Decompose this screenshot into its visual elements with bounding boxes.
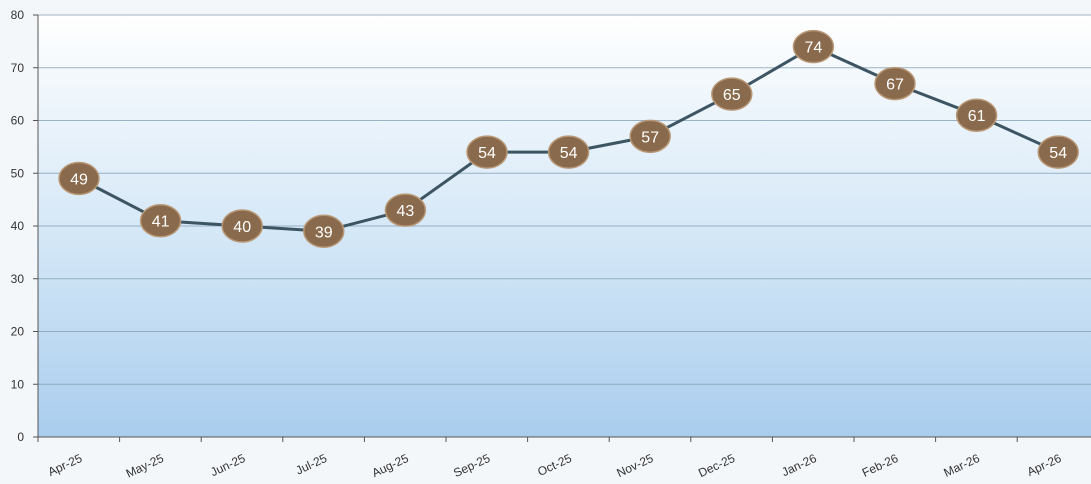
data-point-marker xyxy=(466,135,508,169)
data-label: 54 xyxy=(478,145,496,162)
data-label: 74 xyxy=(805,40,823,57)
x-tick-label: Aug-25 xyxy=(370,451,411,480)
x-tick-label: May-25 xyxy=(124,451,166,481)
x-tick-labels: Apr-25 May-25 Jun-25 Jul-25 Aug-25 Sep-25 Oct-… xyxy=(46,451,1064,481)
x-tick-label: Apr-26 xyxy=(1025,451,1064,479)
data-point-marker xyxy=(384,193,427,227)
data-label: 57 xyxy=(641,129,659,146)
y-tick-label: 40 xyxy=(11,219,25,233)
x-tick-label: Mar-26 xyxy=(941,451,982,480)
data-label: 49 xyxy=(70,172,88,189)
y-tick-label: 0 xyxy=(17,430,24,444)
data-label: 54 xyxy=(560,145,578,162)
data-label: 39 xyxy=(315,224,333,241)
y-tick-label: 20 xyxy=(11,325,25,339)
axes xyxy=(33,14,1091,442)
data-point-marker xyxy=(955,98,998,132)
data-point-marker xyxy=(139,203,182,238)
y-tick-label: 70 xyxy=(11,61,25,75)
gridlines xyxy=(38,14,1091,385)
x-tick-label: Sep-25 xyxy=(451,451,492,480)
y-tick-label: 10 xyxy=(11,377,25,391)
data-label: 43 xyxy=(397,203,415,220)
x-tick-label: Jan-26 xyxy=(779,451,818,479)
data-label: 41 xyxy=(152,214,170,231)
data-markers: 49 41 40 39 43 54 54 57 65 74 67 61 54 xyxy=(58,29,1079,249)
data-point-marker xyxy=(874,66,916,101)
x-tick-label: Apr-25 xyxy=(46,451,85,479)
x-tick-label: Oct-25 xyxy=(535,451,574,479)
x-tick-label: Feb-26 xyxy=(860,451,901,480)
data-label: 40 xyxy=(233,219,251,236)
data-point-marker xyxy=(221,209,263,243)
x-tick-label: Dec-25 xyxy=(696,451,737,480)
data-point-marker xyxy=(711,77,753,111)
x-tick-label: Nov-25 xyxy=(614,451,655,480)
data-label: 65 xyxy=(723,87,741,104)
data-point-marker xyxy=(58,161,100,196)
data-label: 61 xyxy=(968,108,986,125)
data-point-marker xyxy=(792,29,835,64)
data-point-marker xyxy=(629,119,671,154)
y-tick-label: 30 xyxy=(11,272,25,286)
data-point-marker xyxy=(547,135,590,169)
data-label: 67 xyxy=(886,77,904,94)
data-point-marker xyxy=(1037,135,1079,169)
x-tick-label: Jul-25 xyxy=(294,451,330,478)
y-tick-label: 80 xyxy=(11,8,25,22)
y-tick-labels: 0 10 20 30 40 50 60 70 80 xyxy=(11,8,25,444)
y-tick-label: 50 xyxy=(11,166,25,180)
data-point-marker xyxy=(303,214,345,249)
y-tick-label: 60 xyxy=(11,114,25,128)
data-label: 54 xyxy=(1049,145,1067,162)
x-tick-label: Jun-25 xyxy=(208,451,247,479)
